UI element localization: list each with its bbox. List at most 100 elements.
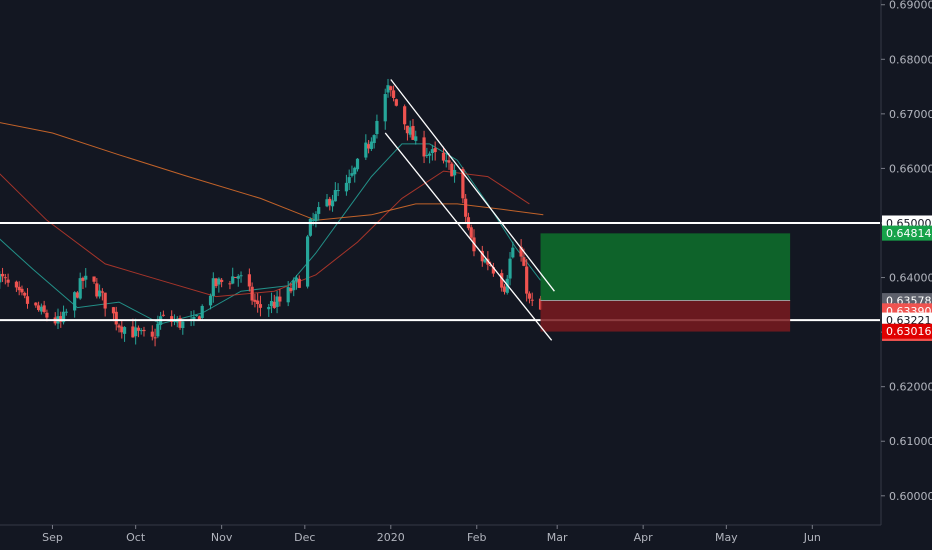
candle[interactable] (233, 276, 238, 278)
candle[interactable] (23, 291, 27, 299)
candle[interactable] (525, 259, 529, 302)
candle[interactable] (469, 224, 473, 240)
candle[interactable] (286, 281, 290, 307)
candle[interactable] (433, 141, 437, 161)
candle[interactable] (122, 326, 127, 342)
candle[interactable] (292, 277, 296, 297)
candle[interactable] (530, 292, 534, 307)
candle[interactable] (297, 275, 301, 289)
candle[interactable] (25, 288, 30, 309)
candle[interactable] (231, 267, 235, 285)
candle[interactable] (389, 85, 393, 97)
candle[interactable] (131, 318, 135, 338)
candle[interactable] (214, 277, 218, 289)
candle[interactable] (447, 153, 451, 170)
candle[interactable] (430, 144, 434, 161)
candle[interactable] (84, 268, 88, 288)
candle[interactable] (134, 318, 138, 345)
candle[interactable] (344, 174, 349, 196)
candle[interactable] (39, 303, 43, 315)
channel-trend-line[interactable] (390, 79, 555, 292)
candle[interactable] (120, 320, 124, 339)
candle[interactable] (422, 130, 426, 164)
candle[interactable] (170, 310, 174, 327)
candle[interactable] (0, 271, 2, 289)
candle[interactable] (428, 151, 432, 164)
price-badge[interactable]: 0.64814 (882, 225, 932, 241)
candle[interactable] (78, 272, 82, 300)
candle[interactable] (14, 280, 19, 292)
candle[interactable] (480, 245, 484, 267)
candle[interactable] (34, 302, 38, 308)
price-badge[interactable]: 0.63016 (882, 323, 932, 339)
candle[interactable] (464, 193, 468, 224)
candle[interactable] (81, 276, 85, 289)
candle[interactable] (256, 293, 260, 313)
candle[interactable] (220, 278, 224, 288)
candle[interactable] (364, 134, 368, 160)
candle[interactable] (444, 152, 448, 168)
candle[interactable] (208, 293, 213, 310)
candle[interactable] (211, 272, 215, 303)
candle[interactable] (150, 325, 154, 341)
candle[interactable] (500, 269, 504, 292)
drawing-overlay[interactable] (0, 79, 880, 341)
candle[interactable] (391, 85, 396, 102)
candle[interactable] (253, 293, 257, 308)
candle[interactable] (103, 292, 107, 317)
candle[interactable] (161, 310, 165, 317)
candle[interactable] (450, 161, 454, 177)
candle[interactable] (92, 276, 96, 284)
candle[interactable] (289, 282, 293, 294)
candle[interactable] (355, 158, 360, 172)
candle[interactable] (75, 291, 80, 299)
candle[interactable] (325, 194, 329, 208)
candle[interactable] (314, 211, 318, 228)
candle[interactable] (42, 300, 46, 314)
candle[interactable] (502, 284, 507, 295)
candle[interactable] (347, 169, 351, 191)
candle[interactable] (425, 147, 429, 159)
candle[interactable] (153, 328, 157, 347)
candle[interactable] (403, 104, 407, 130)
candle[interactable] (278, 289, 282, 307)
position-stop-zone[interactable] (540, 300, 791, 332)
candle[interactable] (192, 310, 196, 326)
candle[interactable] (317, 201, 321, 221)
candle[interactable] (294, 274, 299, 290)
candle[interactable] (6, 273, 10, 287)
candle[interactable] (228, 280, 232, 290)
candle[interactable] (267, 304, 271, 317)
candle[interactable] (441, 146, 446, 164)
candle[interactable] (95, 277, 99, 299)
candle[interactable] (100, 288, 104, 301)
candle[interactable] (217, 277, 221, 293)
candle[interactable] (98, 284, 102, 299)
candle[interactable] (272, 294, 276, 309)
candle[interactable] (353, 166, 357, 183)
candle[interactable] (508, 252, 512, 286)
candle[interactable] (114, 306, 118, 331)
candle[interactable] (3, 273, 7, 285)
candle[interactable] (350, 165, 354, 178)
candle[interactable] (200, 304, 204, 320)
candle[interactable] (375, 114, 379, 139)
candle[interactable] (452, 164, 457, 183)
candle[interactable] (333, 182, 337, 202)
candle[interactable] (372, 134, 376, 149)
candle[interactable] (139, 328, 143, 335)
candle[interactable] (64, 308, 68, 316)
candle[interactable] (369, 137, 373, 152)
candle[interactable] (405, 125, 410, 141)
position-target-zone[interactable] (540, 233, 791, 301)
candle[interactable] (269, 292, 274, 314)
candle[interactable] (73, 291, 77, 318)
candle[interactable] (491, 262, 495, 277)
candle[interactable] (275, 290, 279, 314)
candle[interactable] (511, 241, 515, 259)
channel-trend-line[interactable] (384, 132, 553, 341)
candle[interactable] (117, 323, 121, 333)
candle[interactable] (394, 98, 398, 107)
candle[interactable] (111, 306, 116, 322)
candle[interactable] (367, 140, 371, 154)
